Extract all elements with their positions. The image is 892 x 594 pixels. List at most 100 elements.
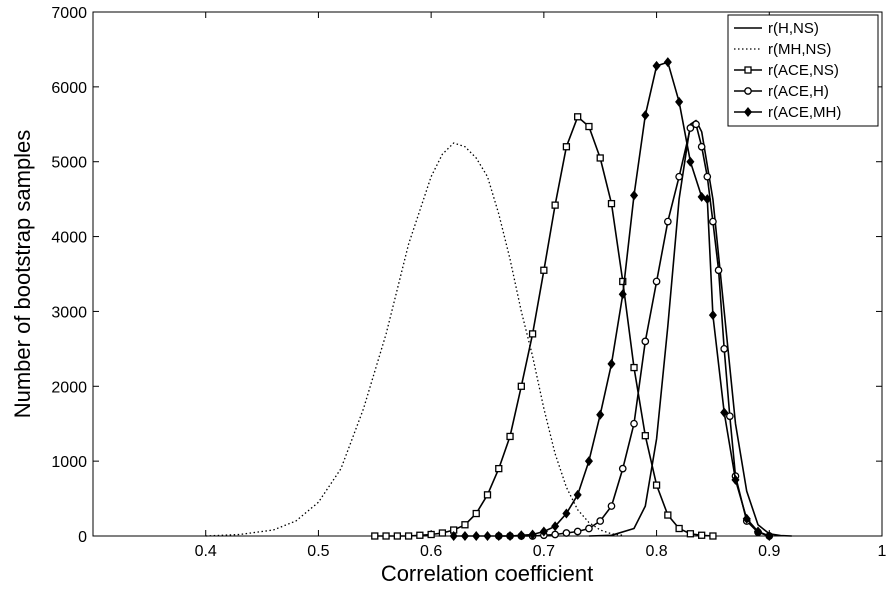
y-tick-label: 4000 [51,230,87,247]
data-point [596,409,605,420]
data-point [517,530,526,541]
data-point [686,530,695,538]
series-1 [205,142,623,537]
data-point [607,199,616,208]
data-point [551,201,559,209]
x-tick-label: 0.4 [195,543,217,560]
data-point [585,122,593,131]
data-point [618,464,627,473]
y-tick-label: 7000 [51,5,87,22]
y-axis-label: Number of bootstrap samples [10,130,35,419]
data-point [697,142,706,151]
data-point [483,491,492,499]
data-point [393,532,401,540]
data-point [472,531,481,541]
series-3 [494,120,774,540]
data-point [703,172,712,181]
data-point [618,289,627,300]
data-point [652,481,661,489]
data-point [404,532,413,540]
data-point [742,513,751,524]
data-point [573,489,582,500]
series-4 [449,57,774,541]
y-tick-label: 5000 [51,155,87,172]
legend-label: r(ACE,MH) [768,104,841,121]
data-point [675,172,683,181]
data-point [686,124,695,132]
data-point [371,532,379,540]
data-point [574,113,582,121]
data-point [562,143,571,151]
data-point [731,474,740,485]
data-point [551,521,560,532]
series-0 [588,119,792,537]
data-point [652,277,661,286]
data-point [483,531,492,541]
data-point [584,456,593,467]
y-tick-label: 2000 [51,379,87,396]
data-point [449,531,458,541]
data-point [703,194,712,205]
y-tick-label: 3000 [51,304,87,321]
data-point [714,266,723,275]
series-line [205,142,623,537]
data-point [382,532,390,540]
data-point [641,110,650,121]
data-point [720,345,729,353]
data-point [506,432,514,441]
series-line [453,61,770,537]
data-point [528,330,537,338]
x-tick-label: 0.8 [645,543,667,560]
data-point [630,363,638,372]
data-point [562,529,571,537]
data-point [652,60,661,71]
data-point [607,502,616,510]
data-point [461,521,469,529]
data-point [607,358,616,369]
data-point [551,530,559,539]
data-point [562,508,571,519]
data-point [596,517,605,525]
data-point [725,412,734,421]
data-point [505,531,515,541]
data-point [460,531,470,541]
legend-label: r(H,NS) [768,20,819,37]
data-point [675,96,684,107]
series-line [374,116,713,537]
legend-swatch-marker [743,107,753,117]
data-point [720,407,729,418]
x-tick-label: 0.6 [420,543,442,560]
legend-label: r(ACE,H) [768,83,829,100]
data-point [708,310,717,321]
data-point [438,529,447,537]
data-point [585,524,593,533]
data-point [495,464,503,473]
series-line [498,123,770,537]
legend-label: r(MH,NS) [768,41,831,58]
x-axis-label: Correlation coefficient [381,561,593,586]
data-point [664,511,672,519]
data-point [472,509,480,518]
data-point [698,531,706,539]
data-point [697,191,706,202]
data-point [528,529,537,540]
data-point [494,531,503,541]
data-point [675,524,683,533]
data-point [573,527,582,536]
data-point [709,217,717,226]
data-point [663,217,672,226]
data-point [765,531,774,541]
data-point [641,337,650,346]
data-point [517,382,525,390]
y-tick-label: 1000 [51,454,87,471]
x-tick-label: 0.7 [533,543,555,560]
legend-label: r(ACE,NS) [768,62,839,79]
data-point [630,419,638,428]
data-point [753,526,763,537]
data-point [686,156,695,167]
data-point [619,277,627,286]
y-tick-label: 6000 [51,80,87,97]
data-point [692,120,700,129]
